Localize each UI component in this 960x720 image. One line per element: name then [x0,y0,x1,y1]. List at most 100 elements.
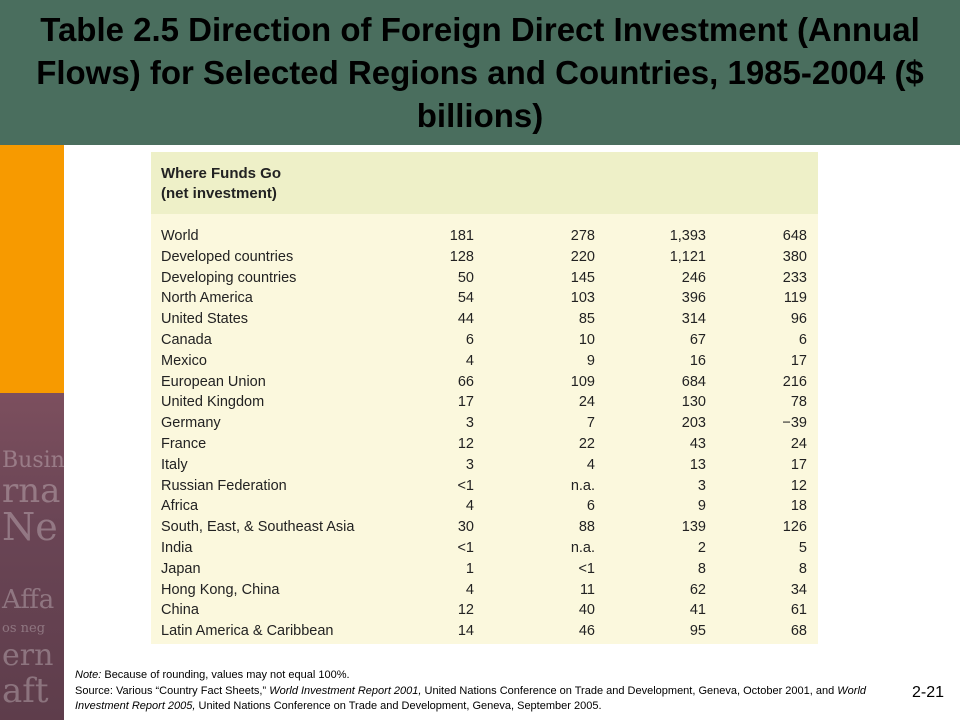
row-value: 126 [782,519,807,536]
table-row: Hong Kong, China 4 11 62 34 [151,580,818,601]
row-label: Germany [161,415,221,432]
row-value: 12 [457,602,474,619]
table-row: South, East, & Southeast Asia 30 88 139 126 [151,517,818,538]
row-value: n.a. [570,477,595,494]
row-value: 684 [681,373,706,390]
row-value: 43 [689,435,706,452]
row-value: 119 [783,290,807,307]
row-value: 1,393 [669,228,706,244]
row-value: 34 [790,581,807,598]
side-decoration-collage: Busin rna Ne Affa os neg ern aft [0,393,64,720]
table-row: Developed countries 128 220 1,121 380 [151,247,818,268]
row-value: 24 [790,435,807,452]
row-label: Japan [161,560,201,577]
row-label: European Union [161,373,266,390]
row-value: 22 [578,435,595,452]
note-label: Note: [75,669,102,681]
collage-text: aft [2,671,49,711]
row-value: 95 [689,623,706,640]
table-row: Russian Federation <1 n.a. 3 12 [151,476,818,497]
row-value: 12 [790,477,807,494]
table-row: Canada 6 10 67 6 [151,330,818,351]
row-label: Developing countries [161,269,297,286]
row-label: Africa [161,498,199,515]
row-value: 3 [465,456,474,473]
row-value: 1,121 [669,248,706,265]
row-value: <1 [578,560,595,577]
row-value: 109 [570,373,595,390]
fdi-table: Where Funds Go (net investment) World 181… [151,152,818,644]
row-value: 103 [570,290,595,307]
collage-text: Busin [2,448,64,473]
row-value: 4 [465,498,474,515]
row-value: 233 [782,269,807,286]
source-line: Source: Various “Country Fact Sheets,” W… [75,684,885,715]
row-label: France [161,435,207,452]
row-label: India [161,539,193,556]
row-value: 67 [689,331,706,348]
slide-number: 2-21 [911,684,944,701]
row-value: 9 [697,498,706,515]
row-value: −39 [782,415,807,432]
row-label: China [161,602,199,619]
table-row: Italy 3 4 13 17 [151,455,818,476]
row-value: 17 [457,394,474,411]
table-row: Mexico 4 9 16 17 [151,351,818,372]
row-value: 220 [570,248,595,265]
row-value: 18 [790,498,807,515]
row-value: 96 [790,311,807,328]
row-value: 130 [681,394,706,411]
source-report-title: World Investment Report 2001, [269,684,422,697]
row-value: 380 [782,248,807,265]
row-value: 3 [465,415,474,432]
row-value: 62 [689,581,706,598]
row-label: Latin America & Caribbean [161,623,334,640]
row-value: 648 [782,228,807,244]
row-label: Russian Federation [161,477,287,494]
row-value: 85 [578,311,595,328]
row-value: 181 [449,228,474,244]
row-value: <1 [457,539,474,556]
row-value: 12 [457,435,474,452]
row-value: 7 [586,415,595,432]
row-value: 54 [457,290,474,307]
table-header-subtitle: (net investment) [161,185,277,202]
row-value: 16 [689,352,706,369]
table-row: Developing countries 50 145 246 233 [151,268,818,289]
slide-title: Table 2.5 Direction of Foreign Direct In… [36,11,924,134]
table-row: Africa 4 6 9 18 [151,496,818,517]
collage-text: os neg [2,621,46,636]
row-value: 44 [457,311,474,328]
table-notes: Note: Because of rounding, values may no… [75,668,885,715]
row-value: 78 [790,394,807,411]
row-value: 8 [697,560,706,577]
source-report-title: World Investment Report 2005, [75,684,867,713]
row-label: Hong Kong, China [161,581,280,598]
row-value: 41 [689,602,706,619]
table-row: Germany 3 7 203 −39 [151,413,818,434]
note-text: Because of rounding, values may not equa… [101,669,350,681]
row-label: Italy [161,456,188,473]
row-label: United Kingdom [161,394,265,411]
note-line: Note: Because of rounding, values may no… [75,668,885,684]
table-row: United Kingdom 17 24 130 78 [151,392,818,413]
collage-text: ern [2,638,54,673]
row-value: 145 [570,269,595,286]
row-value: 216 [782,373,807,390]
collage-text: rna [2,471,61,511]
row-value: 203 [681,415,706,432]
table-row: United States 44 85 314 96 [151,309,818,330]
row-value: 11 [579,581,595,598]
row-value: 139 [681,519,706,536]
source-text: United Nations Conference on Trade and D… [421,684,838,697]
row-value: 128 [449,248,474,265]
table-header-title: Where Funds Go [161,165,281,182]
row-value: 396 [681,290,706,307]
table-row: European Union 66 109 684 216 [151,372,818,393]
table-header: Where Funds Go (net investment) [151,152,818,214]
row-value: 46 [578,623,595,640]
table-body: World 181 278 1,393 648 Developed countries 12… [151,226,818,642]
row-value: 6 [586,498,595,515]
row-value: 9 [586,352,595,369]
row-label: Mexico [161,352,207,369]
